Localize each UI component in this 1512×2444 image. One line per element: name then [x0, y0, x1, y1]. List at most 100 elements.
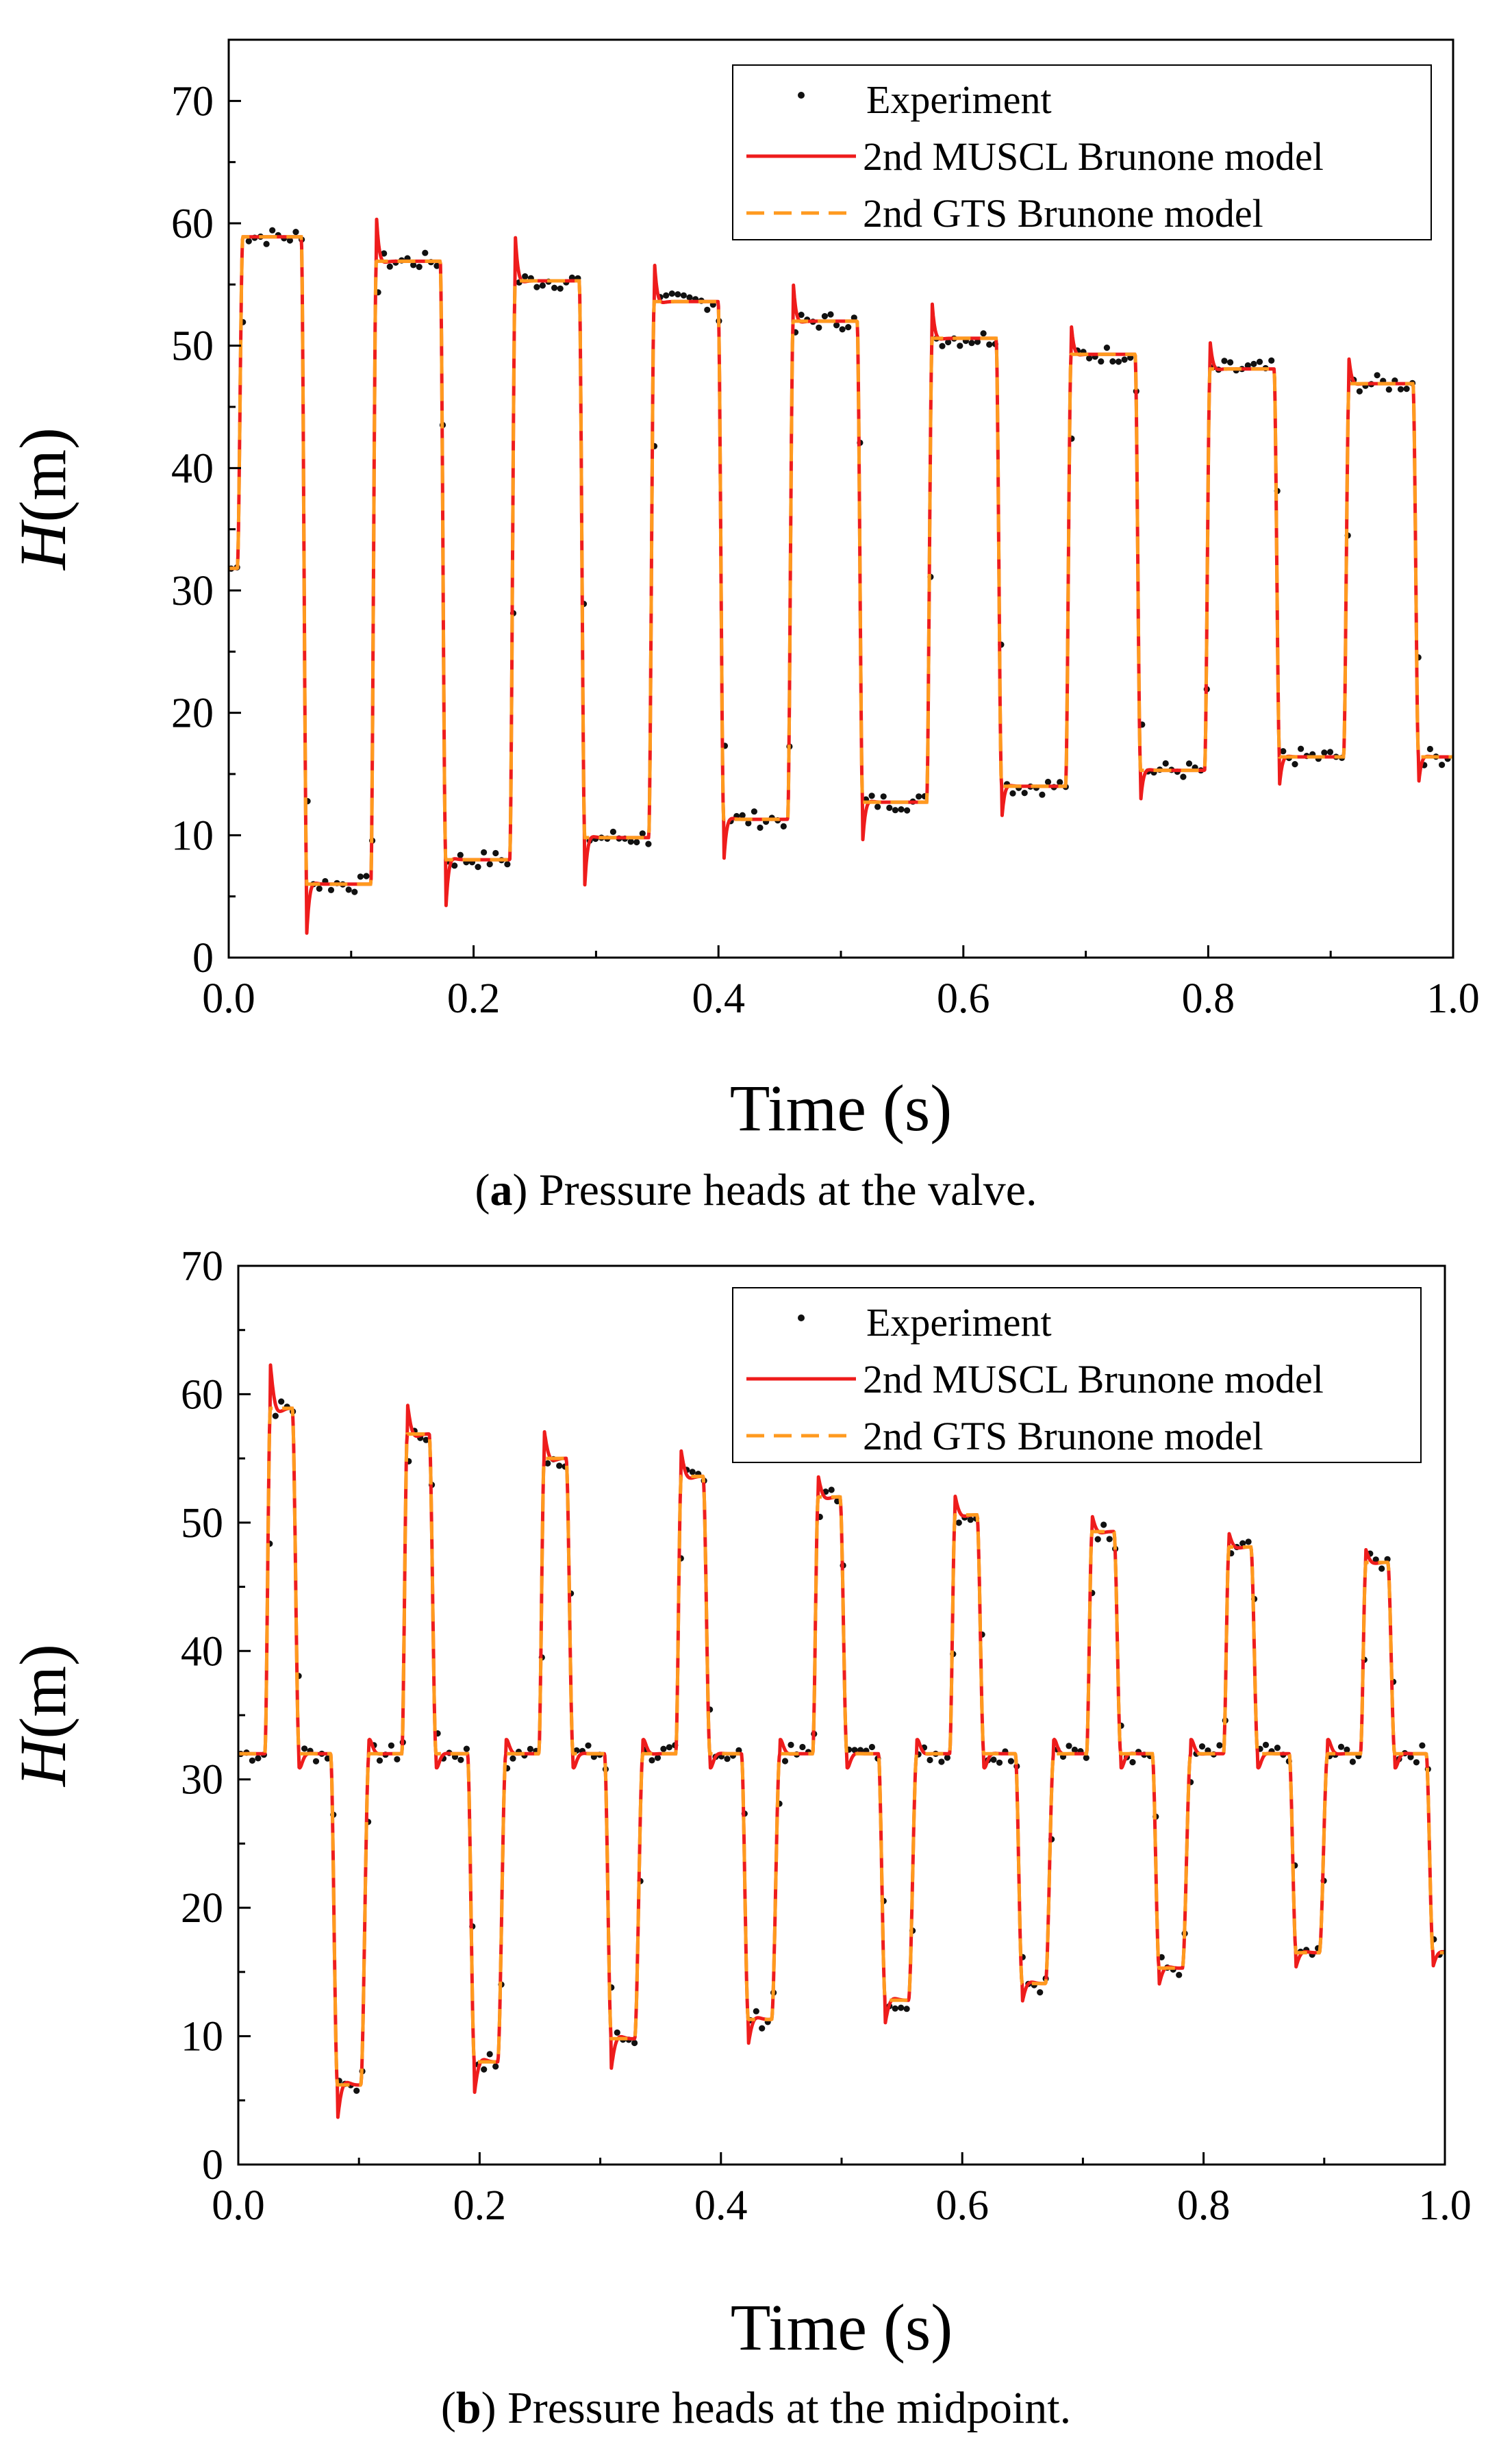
experiment-point — [481, 2066, 488, 2073]
experiment-point — [868, 1743, 875, 1751]
y-axis-title-unit: (m) — [6, 427, 79, 523]
experiment-point — [827, 311, 834, 318]
experiment-point — [1378, 1565, 1385, 1572]
experiment-point — [1086, 355, 1093, 362]
experiment-point — [833, 322, 840, 329]
x-tick-label: 0.8 — [1177, 2182, 1231, 2229]
experiment-point — [1227, 359, 1234, 366]
plot-area — [238, 1363, 1445, 2119]
experiment-point — [1158, 1954, 1165, 1960]
experiment-point — [1419, 1742, 1426, 1749]
experiment-point — [874, 803, 881, 810]
experiment-point — [759, 2025, 766, 2032]
experiment-point — [351, 888, 358, 895]
experiment-point — [1094, 1536, 1101, 1543]
experiment-point — [898, 2004, 905, 2011]
experiment-point — [357, 873, 364, 880]
y-tick-label: 30 — [181, 1757, 223, 1804]
x-tick-label: 0.2 — [447, 975, 501, 1022]
x-tick-label: 1.0 — [1418, 2182, 1472, 2229]
experiment-point — [272, 1412, 279, 1419]
experiment-point — [735, 1747, 742, 1754]
experiment-point — [433, 262, 440, 269]
experiment-point — [689, 1469, 696, 1475]
experiment-point — [1057, 779, 1063, 786]
experiment-point — [631, 2039, 638, 2047]
experiment-point — [1098, 358, 1105, 365]
experiment-point — [363, 873, 370, 880]
experiment-point — [780, 823, 787, 830]
experiment-point — [1385, 386, 1392, 393]
series-gts-line — [229, 235, 1453, 886]
experiment-point — [739, 812, 746, 819]
caption-b: (b) Pressure heads at the midpoint. — [0, 2382, 1512, 2434]
experiment-point — [645, 840, 652, 847]
series-muscl-line — [229, 217, 1453, 935]
y-tick-label: 50 — [181, 1500, 223, 1547]
experiment-point — [751, 808, 757, 815]
experiment-point — [522, 273, 529, 280]
experiment-point — [1337, 1743, 1345, 1750]
y-tick-label: 50 — [171, 323, 214, 370]
experiment-point — [1397, 386, 1404, 392]
y-tick-label: 60 — [181, 1371, 223, 1418]
experiment-point — [457, 1756, 464, 1763]
experiment-point — [757, 824, 764, 831]
x-tick-label: 0.4 — [692, 975, 745, 1022]
experiment-point — [986, 341, 993, 348]
experiment-point — [788, 1741, 794, 1748]
y-tick-label: 20 — [171, 690, 214, 737]
legend-label: 2nd MUSCL Brunone model — [863, 1357, 1324, 1401]
experiment-point — [1066, 1743, 1072, 1749]
experiment-point — [1274, 1745, 1281, 1751]
experiment-point — [680, 292, 688, 299]
experiment-point — [686, 294, 693, 301]
experiment-point — [278, 1398, 285, 1405]
experiment-point — [386, 263, 393, 270]
legend-swatch-experiment — [798, 1314, 805, 1321]
experiment-point — [492, 849, 499, 857]
experiment-point — [967, 1517, 974, 1523]
experiment-point — [1100, 1521, 1107, 1528]
experiment-point — [269, 227, 276, 234]
experiment-point — [1372, 1556, 1379, 1563]
experiment-point — [1103, 345, 1110, 351]
experiment-point — [410, 262, 417, 269]
experiment-point — [1413, 1759, 1420, 1766]
experiment-point — [892, 807, 898, 814]
experiment-point — [1244, 362, 1251, 369]
experiment-point — [1403, 386, 1410, 392]
experiment-point — [828, 1486, 835, 1493]
experiment-point — [839, 326, 846, 333]
experiment-point — [1280, 748, 1287, 755]
experiment-point — [1321, 749, 1328, 756]
experiment-point — [327, 886, 335, 893]
experiment-point — [892, 2005, 898, 2012]
caption-b-text: Pressure heads at the midpoint. — [496, 2383, 1072, 2433]
experiment-point — [957, 342, 963, 349]
experiment-point — [880, 793, 887, 800]
experiment-point — [821, 313, 828, 320]
panel-a: 0.0 0.2 0.4 0.6 0.8 1.0 0 10 20 30 40 50 60 70 Time (s… — [0, 38, 1512, 1217]
experiment-point — [316, 885, 323, 892]
x-tick-label: 0.0 — [202, 975, 255, 1022]
experiment-point — [1071, 1746, 1078, 1754]
experiment-point — [663, 292, 670, 299]
experiment-point — [753, 2008, 759, 2015]
experiment-point — [1121, 356, 1128, 363]
experiment-point — [475, 864, 481, 871]
experiment-point — [850, 314, 857, 321]
caption-b-close: ) — [481, 2383, 496, 2433]
experiment-point — [1185, 760, 1193, 767]
caption-a-text: Pressure heads at the valve. — [527, 1165, 1037, 1215]
y-axis-title: H(m) — [6, 1644, 79, 1788]
caption-a: (a) Pressure heads at the valve. — [0, 1164, 1512, 1217]
experiment-point — [527, 1745, 534, 1752]
experiment-point — [451, 862, 458, 869]
experiment-point — [1176, 1971, 1183, 1978]
experiment-point — [1216, 1742, 1223, 1749]
experiment-point — [544, 1460, 551, 1467]
y-tick-label: 0 — [192, 935, 214, 982]
x-tick-label: 0.6 — [937, 975, 990, 1022]
series-experiment — [229, 227, 1451, 895]
